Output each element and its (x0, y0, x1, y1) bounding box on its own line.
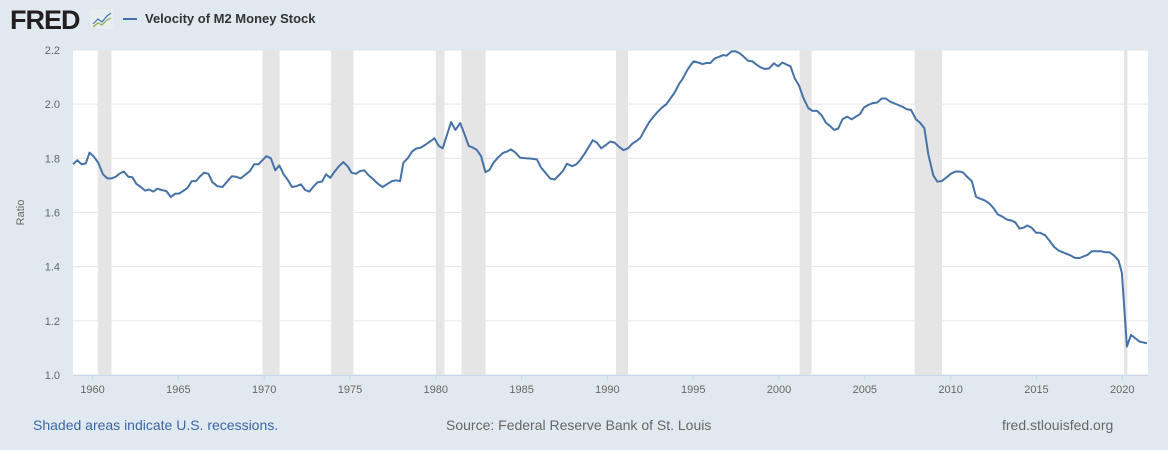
source-text: Source: Federal Reserve Bank of St. Loui… (446, 417, 712, 433)
fred-logo[interactable]: FRED (10, 7, 80, 34)
x-tick-label: 1980 (424, 384, 448, 396)
x-tick-label: 2000 (767, 384, 791, 396)
x-tick-label: 1995 (681, 384, 705, 396)
x-tick-label: 1970 (252, 384, 276, 396)
y-tick-label: 1.6 (45, 208, 60, 220)
y-tick-label: 2.0 (45, 99, 60, 111)
x-tick-label: 1990 (595, 384, 619, 396)
legend-swatch (123, 17, 137, 20)
legend-label: Velocity of M2 Money Stock (145, 11, 316, 26)
y-tick-label: 1.8 (45, 153, 60, 165)
x-tick-label: 2010 (938, 384, 962, 396)
fred-logo-graph-icon (91, 9, 113, 29)
legend: Velocity of M2 Money Stock (123, 11, 316, 26)
y-tick-label: 1.2 (45, 316, 60, 328)
y-tick-label: 1.4 (45, 262, 60, 274)
x-tick-label: 2005 (853, 384, 877, 396)
y-tick-label: 1.0 (45, 370, 60, 382)
x-tick-label: 1960 (80, 384, 104, 396)
x-tick-label: 1965 (166, 384, 190, 396)
x-tick-label: 1985 (509, 384, 533, 396)
y-tick-label: 2.2 (45, 45, 60, 57)
x-tick-label: 2020 (1110, 384, 1134, 396)
site-link[interactable]: fred.stlouisfed.org (1002, 417, 1114, 433)
y-axis-label: Ratio (15, 200, 27, 226)
x-tick-label: 2015 (1024, 384, 1048, 396)
recession-note-link[interactable]: Shaded areas indicate U.S. recessions. (33, 417, 279, 433)
fred-logo-text: FRED (10, 5, 80, 35)
x-tick-label: 1975 (338, 384, 362, 396)
series-line (72, 50, 1148, 348)
